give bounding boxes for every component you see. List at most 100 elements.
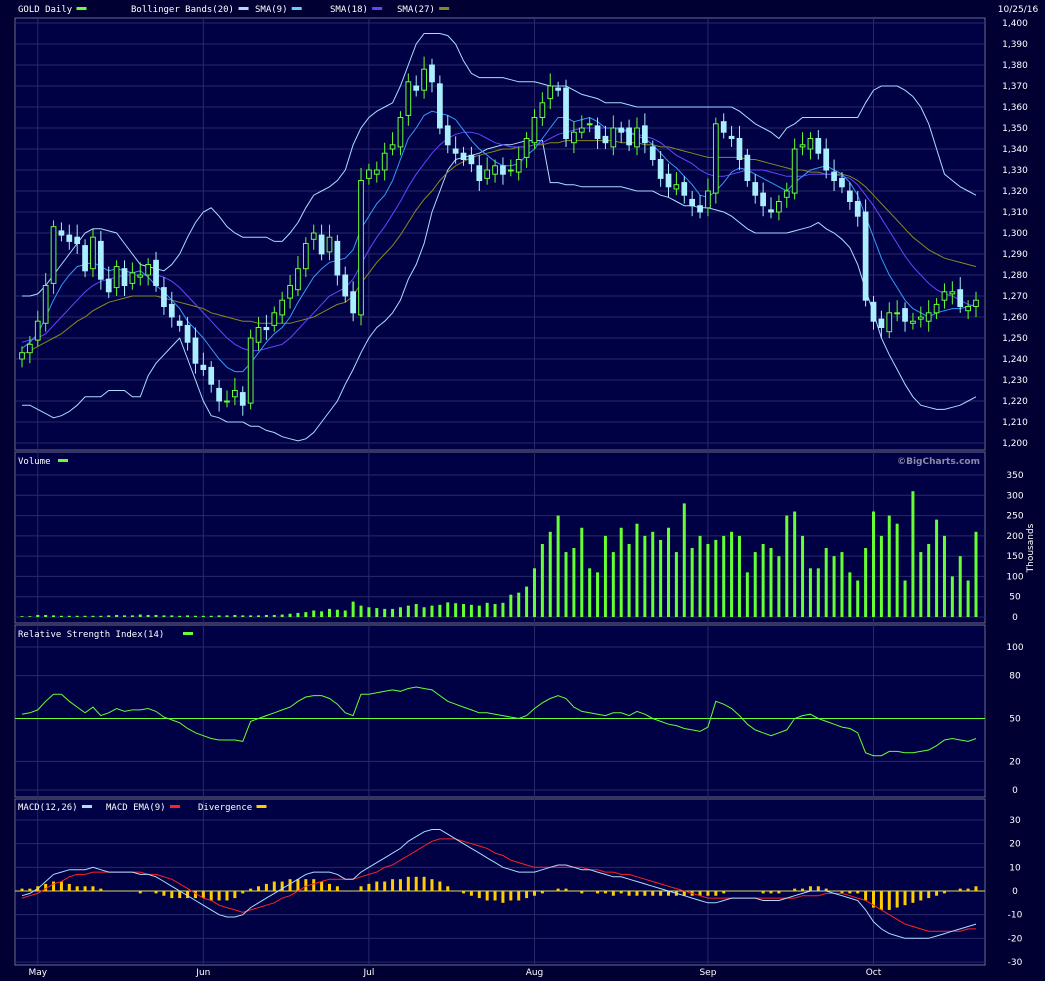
y-tick-label: 1,390 bbox=[1002, 40, 1028, 50]
price-candle bbox=[145, 258, 152, 286]
candle-body bbox=[610, 127, 617, 148]
candle-body bbox=[791, 148, 798, 194]
volume-bar bbox=[501, 602, 505, 617]
macd-divergence-bar bbox=[596, 891, 600, 894]
volume-bar bbox=[430, 605, 434, 617]
volume-bar bbox=[603, 535, 607, 617]
macd-divergence-bar bbox=[193, 891, 197, 899]
price-candle bbox=[933, 298, 940, 320]
sma27-line bbox=[21, 140, 977, 356]
price-candle bbox=[649, 140, 656, 166]
macd-divergence-bar bbox=[383, 881, 387, 891]
y-tick-label: 80 bbox=[1009, 672, 1021, 682]
volume-bar bbox=[28, 616, 32, 617]
candle-body bbox=[42, 285, 49, 324]
candle-body bbox=[216, 387, 222, 402]
volume-bar bbox=[911, 491, 915, 617]
candle-body bbox=[783, 190, 790, 198]
price-candle bbox=[957, 277, 964, 313]
candle-body bbox=[239, 392, 246, 406]
volume-axis-label: Thousands bbox=[1026, 523, 1036, 573]
macd-legend-swatch bbox=[81, 805, 92, 808]
macd-divergence-bar bbox=[556, 888, 560, 891]
volume-bar bbox=[201, 615, 205, 617]
candle-body bbox=[673, 184, 680, 190]
volume-bar bbox=[872, 511, 876, 617]
price-candle bbox=[539, 92, 546, 126]
macd-legend-swatch bbox=[169, 805, 180, 808]
candle-body bbox=[815, 138, 822, 154]
macd-divergence-bar bbox=[730, 891, 734, 892]
rsi-legend-swatch bbox=[183, 632, 193, 635]
y-tick-label: -20 bbox=[1008, 934, 1023, 944]
price-candle bbox=[381, 142, 388, 181]
price-candle bbox=[247, 329, 254, 410]
candle-body bbox=[50, 226, 57, 284]
macd-divergence-bar bbox=[887, 891, 891, 910]
macd-divergence-bar bbox=[517, 891, 521, 901]
price-legend-swatch bbox=[372, 7, 383, 10]
volume-legend-label: Volume bbox=[18, 457, 51, 467]
candle-body bbox=[965, 306, 971, 312]
macd-divergence-bar bbox=[391, 879, 395, 891]
volume-bar bbox=[122, 615, 126, 617]
price-candle bbox=[184, 317, 191, 351]
candle-body bbox=[444, 125, 451, 146]
volume-bar bbox=[895, 523, 899, 617]
price-candle bbox=[421, 56, 427, 99]
price-candle bbox=[34, 310, 41, 347]
price-candle bbox=[27, 335, 33, 364]
macd-divergence-bar bbox=[942, 891, 946, 894]
price-candle bbox=[760, 182, 766, 217]
price-candle bbox=[870, 296, 877, 330]
candle-body bbox=[358, 180, 364, 316]
candle-body bbox=[776, 201, 782, 213]
price-candle bbox=[224, 390, 230, 408]
candle-body bbox=[886, 312, 893, 333]
y-tick-label: 200 bbox=[1006, 532, 1023, 542]
macd-divergence-bar bbox=[619, 891, 623, 894]
macd-divergence-bar bbox=[698, 891, 702, 896]
y-tick-label: 1,240 bbox=[1002, 355, 1028, 365]
macd-divergence-bar bbox=[233, 891, 237, 899]
price-candle bbox=[563, 79, 569, 147]
macd-divergence-bar bbox=[375, 881, 379, 891]
volume-bar bbox=[580, 527, 584, 617]
date-stamp: 10/25/16 bbox=[998, 5, 1039, 15]
price-candle bbox=[97, 230, 104, 290]
candle-body bbox=[839, 177, 845, 188]
volume-bar bbox=[446, 602, 450, 617]
price-candle bbox=[641, 113, 648, 154]
volume-bar bbox=[130, 615, 134, 617]
price-candle bbox=[712, 117, 719, 204]
candle-body bbox=[500, 165, 506, 175]
volume-bar bbox=[335, 609, 339, 617]
price-candle bbox=[862, 199, 869, 307]
volume-bar bbox=[714, 539, 718, 617]
y-tick-label: 1,290 bbox=[1002, 250, 1028, 260]
volume-bar bbox=[351, 601, 355, 617]
price-candle bbox=[571, 121, 577, 154]
price-legend-swatch bbox=[291, 7, 302, 10]
macd-divergence-bar bbox=[974, 886, 978, 891]
candle-body bbox=[894, 312, 901, 315]
price-candle bbox=[744, 149, 751, 187]
price-candle bbox=[894, 300, 901, 322]
volume-bar bbox=[422, 607, 426, 617]
macd-legend-swatch bbox=[256, 805, 267, 808]
price-candle bbox=[137, 262, 144, 286]
price-candle bbox=[74, 224, 81, 254]
candle-body bbox=[720, 121, 727, 133]
macd-divergence-bar bbox=[785, 891, 789, 892]
macd-divergence-bar bbox=[777, 891, 781, 894]
price-candle bbox=[925, 300, 932, 332]
volume-bar bbox=[107, 615, 111, 617]
volume-bar bbox=[824, 548, 828, 617]
price-legend-swatch bbox=[238, 7, 249, 10]
volume-bar bbox=[950, 576, 954, 617]
candle-body bbox=[744, 154, 751, 182]
macd-divergence-bar bbox=[264, 883, 268, 891]
volume-bar bbox=[958, 556, 962, 617]
volume-bar bbox=[485, 602, 489, 617]
volume-bar bbox=[320, 611, 324, 617]
